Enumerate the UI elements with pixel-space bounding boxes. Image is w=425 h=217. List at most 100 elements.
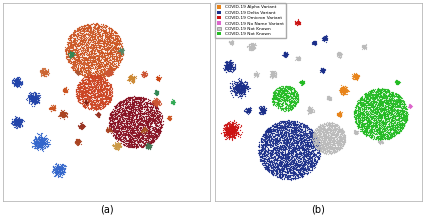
Point <box>281 100 288 104</box>
Point <box>385 105 392 108</box>
Point <box>38 143 45 146</box>
Point <box>107 124 114 128</box>
Point <box>139 126 146 130</box>
Point <box>271 91 278 94</box>
Point <box>303 150 309 153</box>
Point <box>127 75 134 78</box>
Point <box>297 168 303 171</box>
Point <box>283 158 289 162</box>
Point <box>108 60 115 64</box>
Point <box>287 105 294 108</box>
Point <box>291 89 298 92</box>
Point <box>102 48 108 52</box>
Point <box>368 115 375 118</box>
Point <box>235 86 242 90</box>
Point <box>301 123 308 127</box>
Point <box>381 100 388 103</box>
Point <box>102 24 109 27</box>
Point <box>370 119 377 122</box>
Point <box>385 115 392 118</box>
Point <box>393 128 400 131</box>
Point <box>134 105 141 108</box>
Point <box>311 133 317 137</box>
Point <box>325 145 332 148</box>
Point <box>80 77 87 80</box>
Point <box>76 125 83 129</box>
Point <box>118 114 125 117</box>
Point <box>281 53 288 57</box>
Point <box>96 48 103 51</box>
Point <box>265 156 272 159</box>
Point <box>81 33 88 37</box>
Point <box>394 132 401 135</box>
Point <box>121 112 128 115</box>
Point <box>330 122 337 125</box>
Point <box>154 100 161 104</box>
Point <box>84 87 91 90</box>
Point <box>59 113 65 116</box>
Point <box>71 53 77 57</box>
Point <box>302 155 309 159</box>
Point <box>400 117 406 120</box>
Point <box>105 26 112 29</box>
Point <box>281 154 288 157</box>
Point <box>95 113 102 116</box>
Point <box>76 126 82 130</box>
Point <box>289 159 295 162</box>
Point <box>152 122 159 125</box>
Point <box>393 94 400 97</box>
Point <box>311 138 317 142</box>
Point <box>231 86 238 89</box>
Point <box>227 63 234 67</box>
Point <box>134 135 141 139</box>
Point <box>384 130 391 133</box>
Point <box>336 112 343 116</box>
Point <box>277 100 284 103</box>
Point <box>80 105 87 108</box>
Point <box>300 155 307 158</box>
Point <box>107 43 113 46</box>
Point <box>99 41 106 44</box>
Point <box>379 109 385 112</box>
Point <box>362 115 369 119</box>
Point <box>144 146 150 149</box>
Point <box>288 121 295 125</box>
Point <box>326 142 333 145</box>
Point <box>271 146 278 150</box>
Point <box>397 101 404 104</box>
Point <box>125 117 132 120</box>
Point <box>103 84 110 87</box>
Point <box>227 129 233 132</box>
Point <box>385 98 392 101</box>
Point <box>277 90 283 94</box>
Point <box>120 99 127 103</box>
Point <box>95 33 102 36</box>
Point <box>137 117 144 121</box>
Point <box>33 100 40 104</box>
Point <box>326 121 333 125</box>
Point <box>282 52 289 55</box>
Point <box>30 94 37 97</box>
Point <box>286 135 293 138</box>
Point <box>125 113 131 116</box>
Point <box>17 81 24 84</box>
Point <box>243 86 249 89</box>
Point <box>270 128 277 131</box>
Point <box>392 129 399 132</box>
Point <box>262 166 269 169</box>
Point <box>232 126 238 130</box>
Point <box>103 99 110 103</box>
Point <box>126 125 133 128</box>
Point <box>364 100 371 104</box>
Point <box>235 87 241 91</box>
Point <box>319 124 326 128</box>
Point <box>272 163 279 166</box>
Point <box>87 67 94 71</box>
Point <box>296 147 303 151</box>
Point <box>80 27 87 30</box>
Point <box>338 88 345 92</box>
Point <box>315 128 322 131</box>
Point <box>400 109 407 113</box>
Point <box>87 54 94 58</box>
Point <box>272 73 279 76</box>
